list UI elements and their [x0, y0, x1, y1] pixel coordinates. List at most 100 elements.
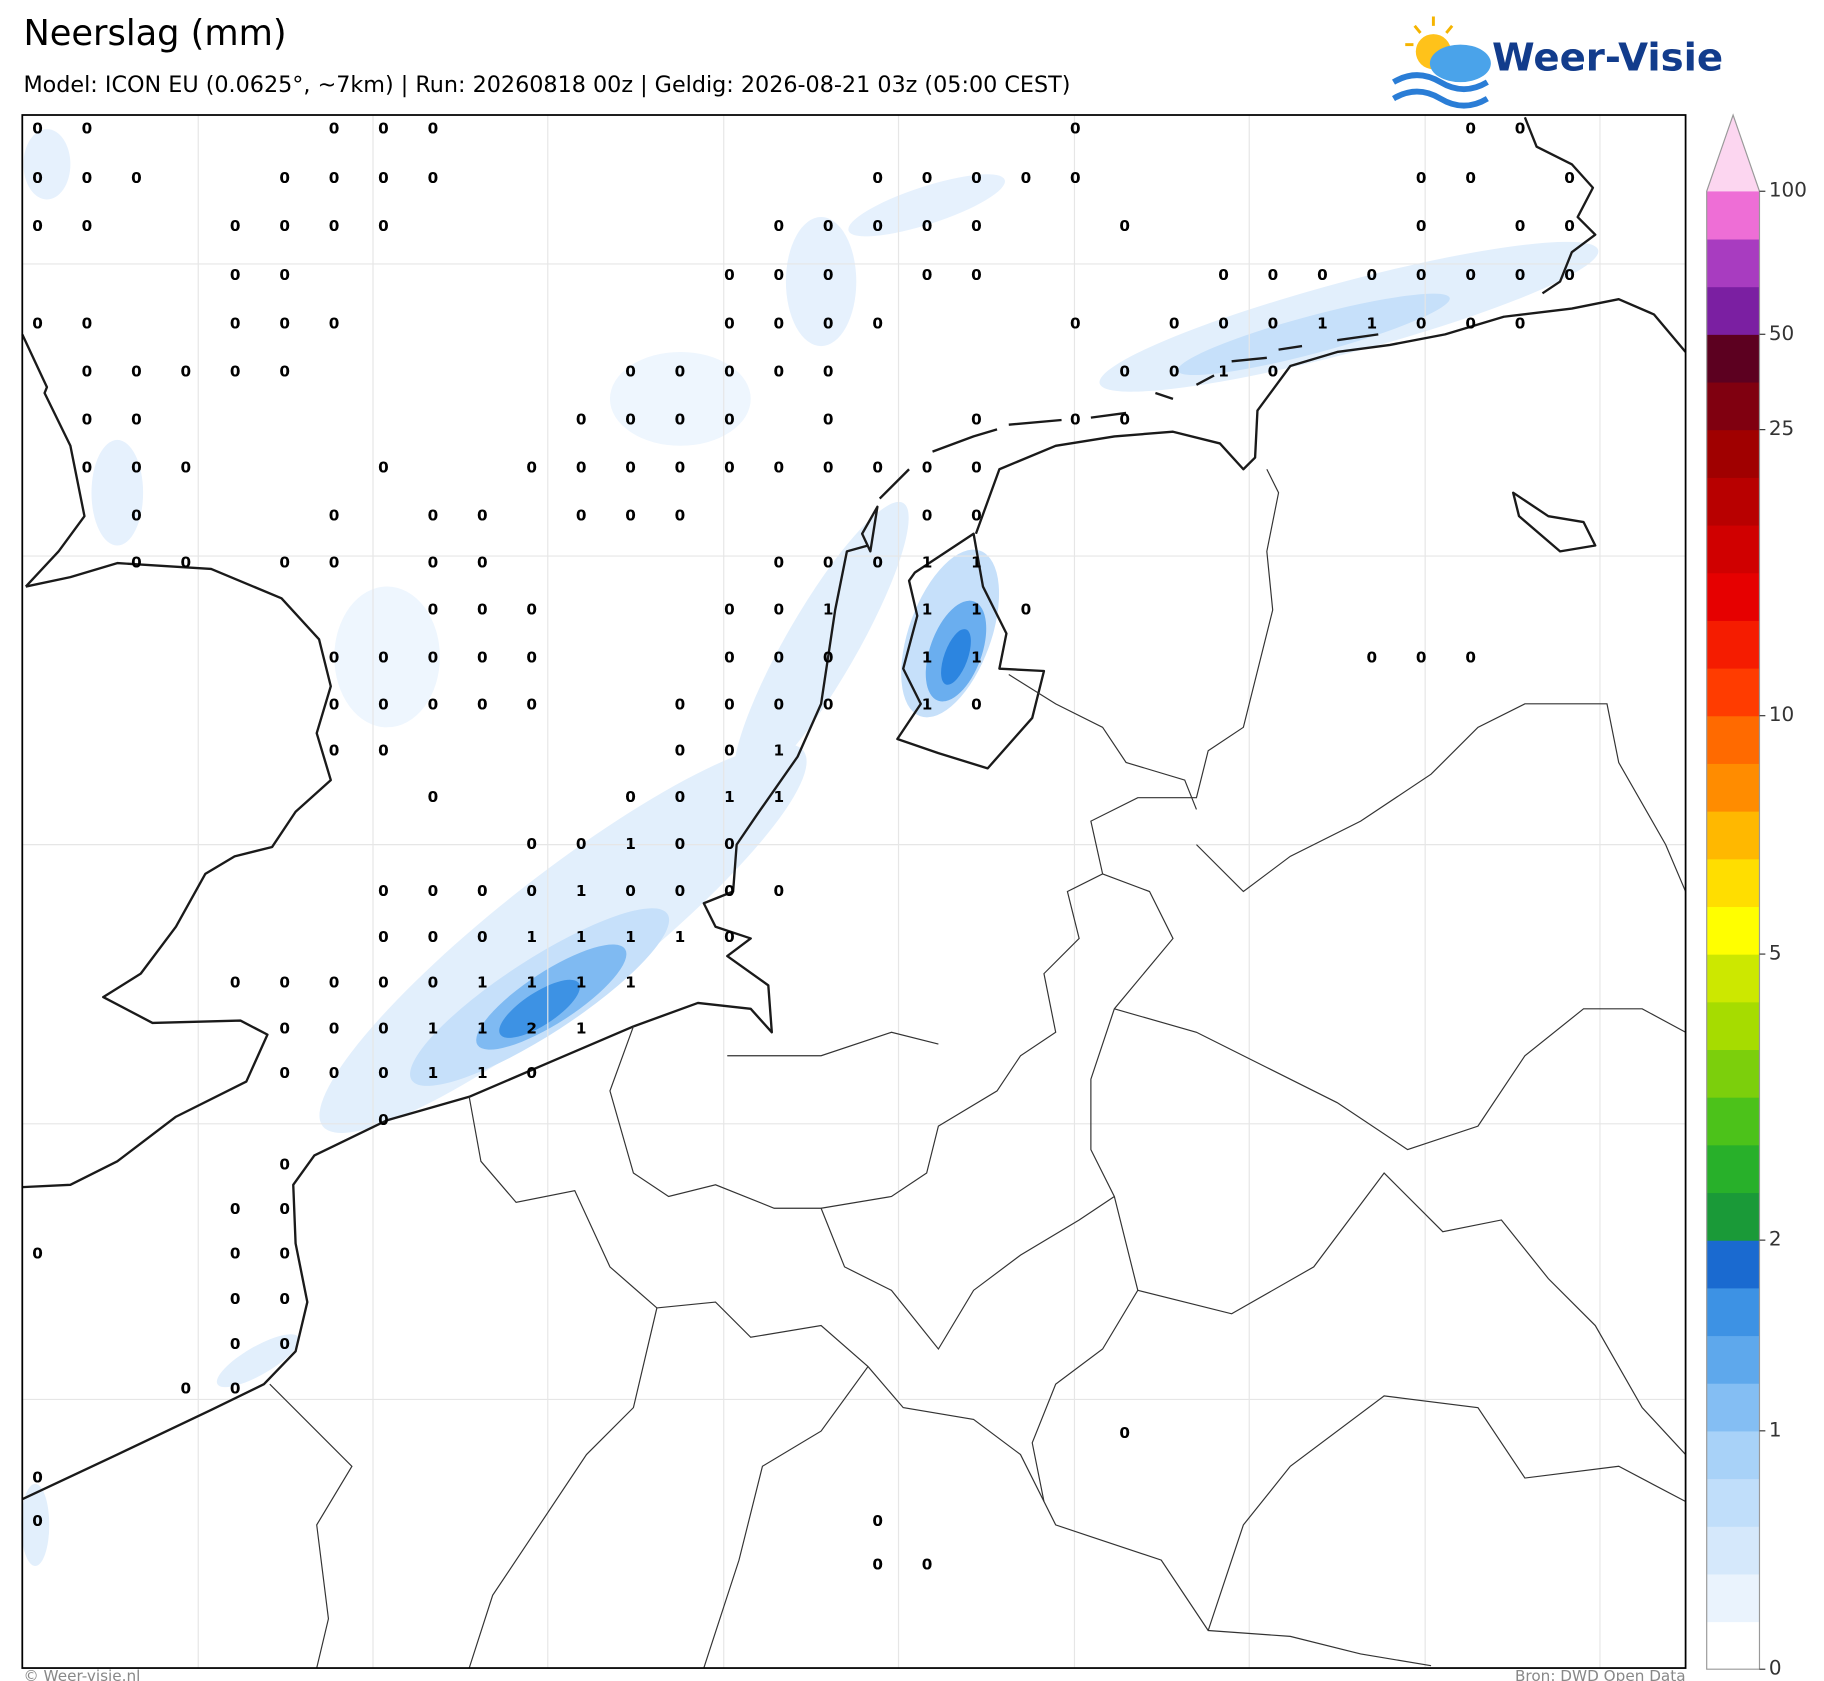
grid-value-label: 0	[1416, 314, 1427, 332]
grid-value-label: 0	[279, 1290, 290, 1308]
grid-value-label: 0	[1317, 266, 1328, 284]
grid-value-label: 0	[1515, 314, 1526, 332]
grid-value-label: 0	[82, 410, 93, 428]
grid-value-label: 0	[724, 928, 735, 946]
grid-value-label: 0	[1218, 266, 1229, 284]
grid-value-label: 0	[378, 1111, 389, 1129]
grid-value-label: 0	[1268, 362, 1279, 380]
grid-value-label: 0	[279, 314, 290, 332]
grid-value-label: 0	[477, 928, 488, 946]
grid-value-label: 0	[576, 507, 587, 525]
grid-value-label: 0	[774, 649, 785, 667]
grid-value-label: 1	[526, 974, 537, 992]
grid-value-label: 0	[279, 1155, 290, 1173]
colorbar-band	[1706, 1526, 1760, 1575]
grid-value-label: 0	[1119, 362, 1130, 380]
grid-value-label: 0	[823, 362, 834, 380]
grid-value-label: 0	[230, 266, 241, 284]
grid-value-label: 0	[675, 362, 686, 380]
grid-value-label: 0	[279, 1335, 290, 1353]
grid-value-label: 0	[625, 410, 636, 428]
grid-value-label: 0	[378, 217, 389, 235]
grid-value-label: 0	[230, 362, 241, 380]
grid-value-label: 0	[378, 741, 389, 759]
colorbar-band	[1706, 1478, 1760, 1527]
grid-value-label: 0	[131, 507, 142, 525]
grid-value-label: 0	[428, 974, 439, 992]
grid-value-label: 0	[82, 314, 93, 332]
colorbar-band	[1706, 1001, 1760, 1051]
grid-value-label: 0	[131, 362, 142, 380]
grid-value-label: 0	[1070, 314, 1081, 332]
colorbar-tick-label: 10	[1769, 702, 1794, 726]
colorbar-band	[1706, 1430, 1760, 1480]
grid-value-label: 0	[922, 1555, 933, 1573]
grid-value-label: 0	[675, 741, 686, 759]
grid-value-label: 0	[625, 362, 636, 380]
footer-right: Bron: DWD Open Data	[1515, 1667, 1686, 1681]
grid-value-label: 0	[675, 835, 686, 853]
colorbar-tick-label: 50	[1769, 321, 1794, 345]
colorbar-tick-label: 0	[1769, 1656, 1782, 1680]
grid-value-label: 0	[872, 217, 883, 235]
grid-value-label: 0	[675, 410, 686, 428]
grid-value-label: 0	[872, 1512, 883, 1530]
grid-value-label: 0	[1119, 410, 1130, 428]
grid-value-label: 1	[576, 928, 587, 946]
grid-value-label: 0	[724, 459, 735, 477]
grid-value-label: 0	[1465, 120, 1476, 138]
grid-value-label: 0	[131, 410, 142, 428]
grid-value-label: 0	[1515, 120, 1526, 138]
grid-value-label: 0	[1465, 266, 1476, 284]
grid-value-label: 0	[329, 554, 340, 572]
map-frame	[21, 114, 1687, 1669]
grid-value-label: 1	[625, 835, 636, 853]
grid-value-label: 0	[230, 1200, 241, 1218]
grid-value-label: 0	[329, 314, 340, 332]
grid-value-label: 0	[576, 835, 587, 853]
grid-value-label: 0	[971, 266, 982, 284]
grid-value-label: 0	[180, 554, 191, 572]
grid-value-label: 0	[428, 696, 439, 714]
precip-shading	[21, 129, 1599, 1566]
grid-value-label: 1	[576, 974, 587, 992]
grid-value-label: 0	[823, 459, 834, 477]
grid-value-label: 0	[32, 169, 43, 187]
grid-value-label: 0	[428, 554, 439, 572]
grid-value-label: 0	[32, 217, 43, 235]
grid-value-label: 1	[477, 1064, 488, 1082]
grid-value-label: 0	[279, 974, 290, 992]
grid-value-label: 0	[329, 169, 340, 187]
grid-value-label: 1	[576, 882, 587, 900]
subtitle: Model: ICON EU (0.0625°, ~7km) | Run: 20…	[23, 72, 1070, 98]
grid-value-label: 0	[1416, 217, 1427, 235]
grid-value-label: 0	[675, 507, 686, 525]
colorbar-band	[1706, 715, 1760, 764]
grid-value-label: 0	[1169, 362, 1180, 380]
grid-value-label: 0	[428, 120, 439, 138]
colorbar-band	[1706, 1335, 1760, 1384]
grid-value-label: 0	[428, 928, 439, 946]
grid-value-label: 0	[576, 459, 587, 477]
grid-value-label: 0	[922, 217, 933, 235]
grid-value-label: 0	[477, 554, 488, 572]
grid-value-label: 0	[329, 696, 340, 714]
grid-value-label: 0	[526, 696, 537, 714]
grid-value-label: 0	[1416, 266, 1427, 284]
grid-value-label: 0	[378, 928, 389, 946]
grid-value-label: 0	[922, 459, 933, 477]
grid-value-label: 0	[823, 410, 834, 428]
grid-value-label: 0	[378, 169, 389, 187]
grid-value-label: 0	[82, 459, 93, 477]
grid-value-label: 0	[1564, 169, 1575, 187]
grid-value-label: 0	[32, 1244, 43, 1262]
grid-value-label: 0	[1416, 169, 1427, 187]
grid-value-label: 1	[675, 928, 686, 946]
grid-value-label: 0	[32, 1512, 43, 1530]
grid-value-label: 0	[180, 362, 191, 380]
grid-value-label: 0	[477, 601, 488, 619]
grid-value-label: 1	[724, 788, 735, 806]
grid-value-label: 0	[329, 1064, 340, 1082]
grid-value-label: 0	[1218, 314, 1229, 332]
